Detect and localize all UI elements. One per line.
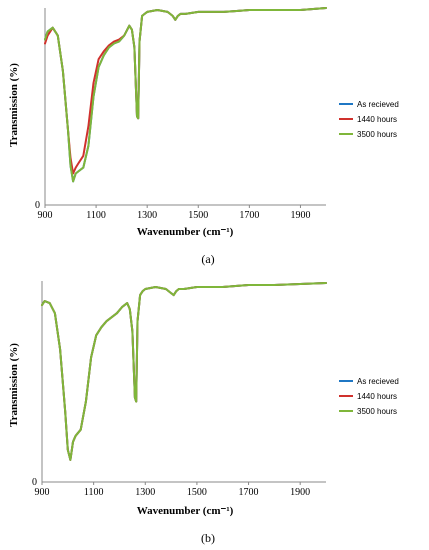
panel-caption: (a) [201, 252, 214, 266]
x-tick-label: 1100 [86, 210, 106, 221]
x-tick-label: 1300 [135, 487, 155, 498]
legend-label: As recieved [357, 100, 399, 109]
y-tick-label: 0 [32, 477, 37, 488]
x-tick-label: 900 [38, 210, 53, 221]
x-axis-title: Wavenumber (cm⁻¹) [137, 226, 234, 238]
series-line-1440-hours [41, 282, 327, 461]
panel-a: Transmission (%) Wavenumber (cm⁻¹) (a) 9… [8, 7, 399, 266]
x-tick-label: 1500 [187, 487, 207, 498]
panel-b: Transmission (%) Wavenumber (cm⁻¹) (b) 9… [8, 281, 399, 545]
x-tick-label: 1100 [84, 487, 104, 498]
series-line-3500-hours [44, 7, 327, 183]
panel-caption: (b) [201, 531, 215, 545]
legend-label: 3500 hours [357, 407, 397, 416]
x-tick-label: 900 [35, 487, 50, 498]
x-tick-label: 1300 [137, 210, 157, 221]
x-axis-title: Wavenumber (cm⁻¹) [137, 505, 234, 517]
series-line-3500-hours [41, 282, 327, 461]
y-axis-title: Transmission (%) [8, 63, 20, 147]
series-line-as-recieved [41, 282, 327, 461]
legend-label: 3500 hours [357, 130, 397, 139]
y-tick-label: 0 [35, 200, 40, 211]
x-tick-label: 1500 [188, 210, 208, 221]
legend-label: As recieved [357, 377, 399, 386]
legend-label: 1440 hours [357, 392, 397, 401]
y-axis-title: Transmission (%) [8, 343, 20, 427]
legend-label: 1440 hours [357, 115, 397, 124]
x-tick-label: 1900 [290, 210, 310, 221]
x-tick-label: 1900 [290, 487, 310, 498]
x-tick-label: 1700 [239, 487, 259, 498]
x-tick-label: 1700 [239, 210, 259, 221]
